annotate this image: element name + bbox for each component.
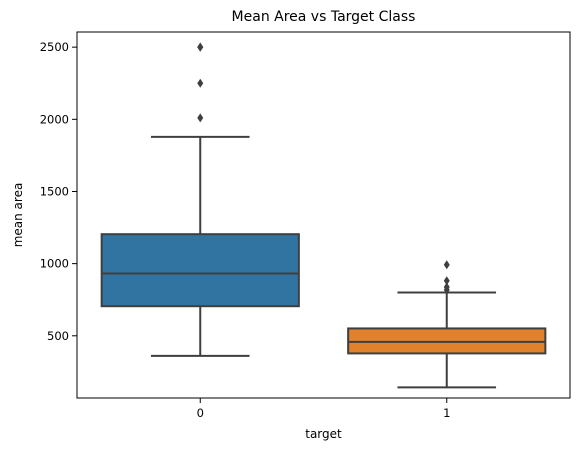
- outlier-point: [443, 282, 450, 292]
- plot-area: [100, 42, 547, 389]
- axes-frame: [76, 31, 571, 399]
- x-axis-label: target: [305, 427, 342, 441]
- outlier-point: [443, 260, 450, 270]
- outlier-point: [443, 276, 450, 286]
- y-tick-label: 1500: [40, 184, 69, 198]
- y-tick-label: 2500: [40, 40, 69, 54]
- y-tick-label: 2000: [40, 112, 69, 126]
- y-tick-label: 1000: [40, 257, 69, 271]
- box-group-1: [347, 260, 547, 389]
- y-axis-label: mean area: [11, 183, 25, 248]
- outlier-point: [197, 78, 204, 88]
- outlier-point: [197, 113, 204, 123]
- y-tick-label: 500: [47, 329, 69, 343]
- box-iqr: [100, 233, 300, 308]
- y-axis: 500 1000 1500 2000 2500: [40, 40, 77, 343]
- x-tick-label: 0: [197, 406, 204, 420]
- outlier-point: [197, 42, 204, 52]
- x-tick-label: 1: [443, 406, 450, 420]
- chart-title: Mean Area vs Target Class: [232, 9, 416, 25]
- box-group-0: [100, 42, 300, 357]
